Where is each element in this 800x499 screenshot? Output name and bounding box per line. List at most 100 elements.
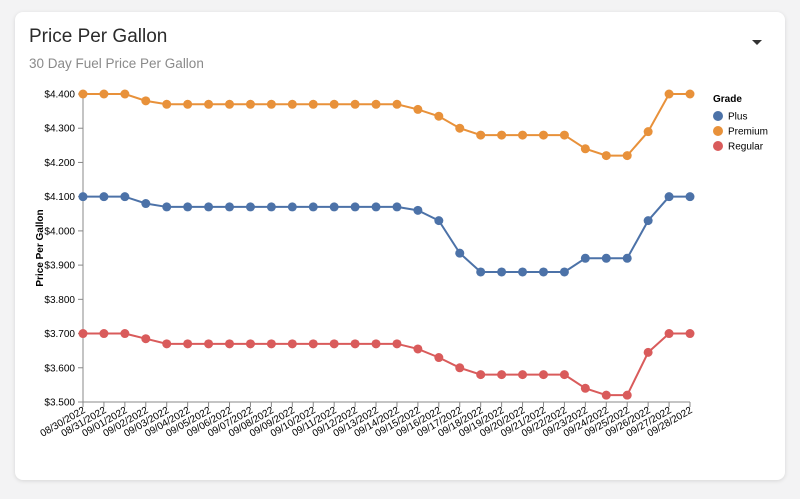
- data-point: [350, 202, 360, 212]
- y-tick-label: $4.100: [44, 192, 75, 203]
- data-point: [308, 339, 318, 349]
- data-point: [350, 339, 360, 349]
- data-point: [538, 370, 548, 380]
- legend-swatch: [713, 111, 723, 121]
- data-point: [350, 99, 360, 109]
- data-point: [455, 363, 465, 373]
- data-point: [559, 267, 569, 277]
- data-point: [392, 99, 402, 109]
- data-point: [266, 99, 276, 109]
- data-point: [434, 111, 444, 121]
- data-point: [455, 123, 465, 133]
- data-point: [497, 370, 507, 380]
- data-point: [476, 130, 486, 140]
- y-tick-label: $3.700: [44, 329, 75, 340]
- data-point: [685, 329, 695, 339]
- y-tick-label: $3.900: [44, 261, 75, 272]
- data-point: [601, 151, 611, 161]
- data-point: [225, 99, 235, 109]
- data-point: [685, 192, 695, 202]
- data-point: [183, 339, 193, 349]
- data-point: [245, 339, 255, 349]
- data-point: [308, 202, 318, 212]
- data-point: [120, 329, 130, 339]
- data-point: [183, 202, 193, 212]
- y-axis-title: Price Per Gallon: [35, 209, 46, 286]
- series-plus: [78, 192, 695, 277]
- y-tick-label: $4.400: [44, 90, 75, 101]
- data-point: [162, 99, 172, 109]
- legend: Grade Plus Premium Regular: [713, 94, 768, 153]
- series-line: [83, 93, 690, 157]
- data-point: [622, 151, 632, 161]
- data-point: [204, 339, 214, 349]
- legend-label: Plus: [728, 112, 747, 123]
- data-point: [225, 339, 235, 349]
- data-point: [287, 99, 297, 109]
- data-point: [664, 192, 674, 202]
- data-point: [78, 89, 88, 99]
- data-point: [266, 202, 276, 212]
- data-point: [643, 127, 653, 137]
- data-point: [413, 344, 423, 354]
- chart-title: Price Per Gallon: [29, 26, 168, 47]
- data-point: [245, 99, 255, 109]
- data-point: [266, 339, 276, 349]
- data-point: [99, 192, 109, 202]
- data-point: [141, 199, 151, 209]
- data-point: [559, 130, 569, 140]
- data-point: [204, 99, 214, 109]
- data-point: [664, 89, 674, 99]
- menu-button[interactable]: [747, 32, 767, 52]
- legend-label: Regular: [728, 142, 764, 153]
- data-point: [120, 192, 130, 202]
- data-point: [141, 334, 151, 344]
- data-point: [78, 192, 88, 202]
- y-tick-label: $3.800: [44, 295, 75, 306]
- data-point: [622, 253, 632, 263]
- data-point: [538, 130, 548, 140]
- y-tick-label: $4.300: [44, 124, 75, 135]
- data-point: [664, 329, 674, 339]
- data-point: [329, 99, 339, 109]
- data-point: [245, 202, 255, 212]
- data-point: [434, 216, 444, 226]
- data-point: [225, 202, 235, 212]
- data-point: [455, 248, 465, 258]
- legend-title: Grade: [713, 94, 742, 105]
- data-point: [413, 205, 423, 215]
- series-line: [83, 332, 690, 397]
- y-tick-label: $4.200: [44, 158, 75, 169]
- series-regular: [78, 329, 695, 400]
- data-point: [497, 267, 507, 277]
- data-point: [559, 370, 569, 380]
- legend-swatch: [713, 141, 723, 151]
- data-point: [392, 339, 402, 349]
- data-point: [413, 104, 423, 114]
- data-point: [518, 370, 528, 380]
- chart-subtitle: 30 Day Fuel Price Per Gallon: [29, 56, 204, 71]
- data-point: [643, 347, 653, 357]
- data-point: [518, 267, 528, 277]
- y-tick-label: $3.500: [44, 398, 75, 409]
- data-point: [162, 202, 172, 212]
- data-point: [538, 267, 548, 277]
- data-point: [308, 99, 318, 109]
- data-point: [371, 339, 381, 349]
- data-point: [183, 99, 193, 109]
- data-point: [371, 202, 381, 212]
- data-point: [329, 202, 339, 212]
- legend-swatch: [713, 126, 723, 136]
- data-point: [78, 329, 88, 339]
- data-point: [476, 267, 486, 277]
- data-point: [601, 390, 611, 400]
- data-point: [392, 202, 402, 212]
- y-tick-label: $3.600: [44, 363, 75, 374]
- data-point: [643, 216, 653, 226]
- data-point: [141, 96, 151, 106]
- data-point: [622, 390, 632, 400]
- x-axis: 08/30/202208/31/202209/01/202209/02/2022…: [39, 401, 695, 440]
- data-point: [434, 353, 444, 363]
- data-point: [99, 329, 109, 339]
- data-point: [287, 339, 297, 349]
